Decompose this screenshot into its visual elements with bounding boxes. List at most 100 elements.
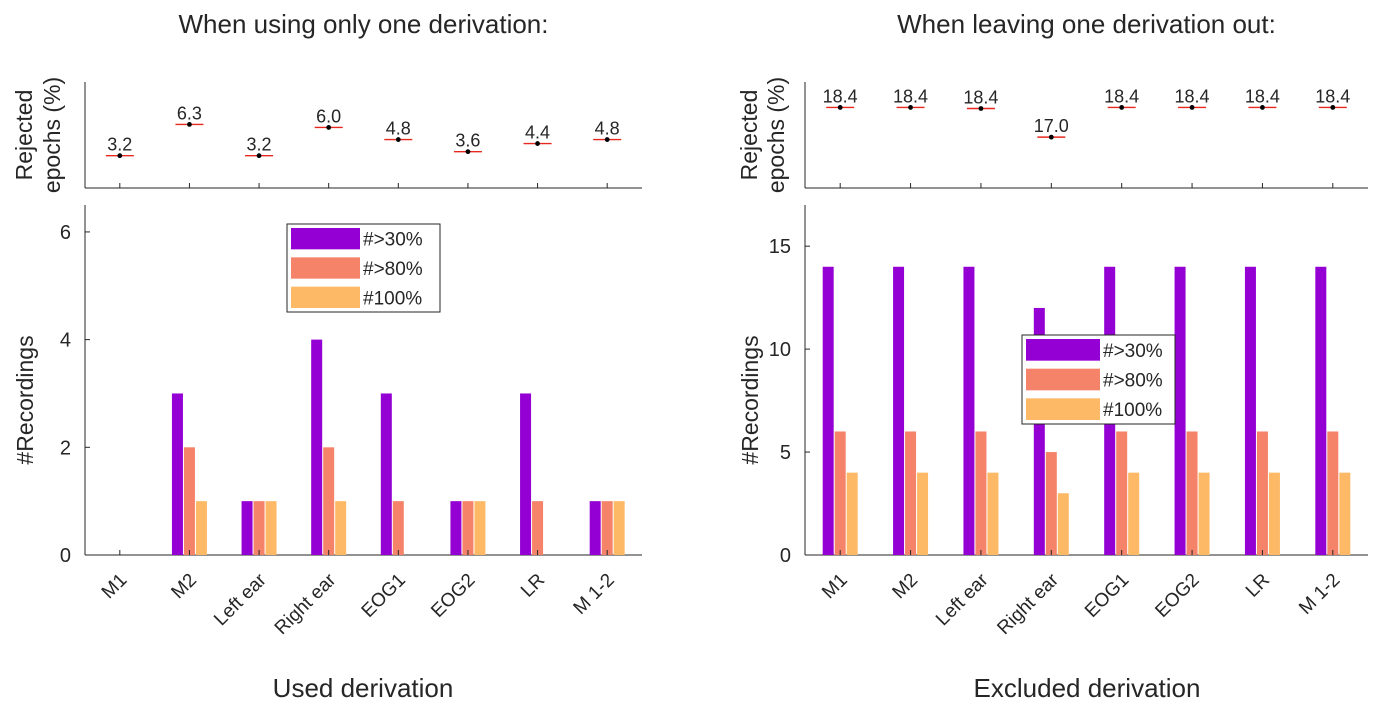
bar-80-0 [835, 431, 846, 555]
category-label: EOG2 [427, 570, 479, 622]
bar-30-6 [1245, 267, 1256, 555]
bar-100-2 [266, 501, 277, 555]
category-label: Right ear [993, 569, 1063, 639]
legend-label: #>30% [363, 230, 423, 251]
category-label: M2 [167, 570, 201, 604]
category-label: Left ear [932, 569, 993, 630]
bar-80-5 [462, 501, 473, 555]
bar-80-1 [905, 431, 916, 555]
bar-100-3 [335, 501, 346, 555]
rejection-value-label: 4.4 [525, 123, 550, 143]
rejection-value-label: 3.2 [247, 135, 272, 155]
panel-title: When leaving one derivation out: [897, 9, 1276, 39]
legend-swatch-30 [291, 228, 360, 249]
bar-100-7 [614, 501, 625, 555]
bar-80-3 [323, 447, 334, 555]
rejection-value-label: 6.0 [316, 106, 341, 126]
category-label: M 1-2 [1295, 570, 1344, 619]
bar-80-7 [602, 501, 613, 555]
panel-title: When using only one derivation: [178, 9, 548, 39]
category-label: EOG1 [358, 570, 410, 622]
bar-30-7 [590, 501, 601, 555]
legend-swatch-100 [1026, 398, 1100, 420]
category-label: M2 [889, 570, 923, 604]
category-label: EOG1 [1081, 570, 1133, 622]
bar-30-2 [963, 267, 974, 555]
y-tick-label: 10 [769, 339, 791, 361]
legend-label: #>80% [363, 259, 423, 280]
rejection-value-label: 18.4 [1104, 86, 1139, 106]
category-label: M 1-2 [570, 570, 619, 619]
rejection-value-label: 18.4 [893, 86, 928, 106]
bar-80-6 [1257, 431, 1268, 555]
bar-30-1 [172, 393, 183, 555]
bar-100-7 [1339, 473, 1350, 555]
rejection-value-label: 4.8 [386, 119, 411, 139]
bar-100-0 [847, 473, 858, 555]
bar-30-0 [823, 267, 834, 555]
bar-100-4 [1128, 473, 1139, 555]
bar-80-2 [254, 501, 265, 555]
rejection-value-label: 18.4 [1175, 86, 1210, 106]
bottom-y-label: #Recordings [737, 335, 763, 464]
x-axis-label: Excluded derivation [974, 673, 1201, 703]
category-label: EOG2 [1151, 570, 1203, 622]
legend-swatch-30 [1026, 339, 1100, 361]
legend-swatch-80 [1026, 369, 1100, 391]
bar-80-6 [532, 501, 543, 555]
bar-100-6 [1269, 473, 1280, 555]
bar-100-1 [196, 501, 207, 555]
bar-30-3 [311, 340, 322, 555]
bar-30-6 [520, 393, 531, 555]
bar-100-3 [1058, 493, 1069, 555]
bar-80-4 [393, 501, 404, 555]
bar-30-2 [242, 501, 253, 555]
bar-100-2 [987, 473, 998, 555]
bar-30-5 [1175, 267, 1186, 555]
category-label: LR [1242, 570, 1274, 602]
top-y-label-line2: epochs (%) [39, 77, 65, 193]
rejection-value-label: 18.4 [963, 88, 998, 108]
category-label: LR [517, 570, 549, 602]
x-axis-label: Used derivation [273, 673, 454, 703]
bar-30-4 [381, 393, 392, 555]
rejection-value-label: 3.6 [455, 131, 480, 151]
rejection-value-label: 3.2 [107, 135, 132, 155]
bar-30-5 [450, 501, 461, 555]
y-tick-label: 5 [780, 442, 791, 464]
legend-label: #>80% [1103, 371, 1163, 392]
bar-80-3 [1046, 452, 1057, 555]
y-tick-label: 6 [60, 222, 71, 244]
legend-label: #100% [1103, 400, 1162, 421]
y-tick-label: 2 [60, 437, 71, 459]
legend-label: #>30% [1103, 341, 1163, 362]
legend-swatch-80 [291, 257, 360, 278]
top-y-label-line1: Rejected [736, 90, 762, 181]
bar-100-5 [1199, 473, 1210, 555]
category-label: Left ear [210, 569, 271, 630]
rejection-value-label: 18.4 [1245, 86, 1280, 106]
bar-30-7 [1315, 267, 1326, 555]
category-label: Right ear [271, 569, 341, 639]
bar-80-2 [975, 431, 986, 555]
rejection-value-label: 4.8 [595, 119, 620, 139]
y-tick-label: 4 [60, 330, 71, 352]
top-y-label-line1: Rejected [11, 90, 37, 181]
rejection-value-label: 17.0 [1034, 116, 1069, 136]
bar-80-4 [1116, 431, 1127, 555]
legend-swatch-100 [291, 287, 360, 308]
y-tick-label: 0 [60, 545, 71, 567]
category-label: M1 [818, 570, 852, 604]
category-label: M1 [98, 570, 132, 604]
bar-80-5 [1187, 431, 1198, 555]
rejection-value-label: 6.3 [177, 103, 202, 123]
legend-label: #100% [363, 288, 422, 309]
rejection-value-label: 18.4 [1315, 86, 1350, 106]
y-tick-label: 0 [780, 545, 791, 567]
bottom-y-label: #Recordings [12, 335, 38, 464]
y-tick-label: 15 [769, 236, 791, 258]
top-y-label-line2: epochs (%) [763, 77, 789, 193]
bar-100-5 [474, 501, 485, 555]
rejection-value-label: 18.4 [823, 86, 858, 106]
